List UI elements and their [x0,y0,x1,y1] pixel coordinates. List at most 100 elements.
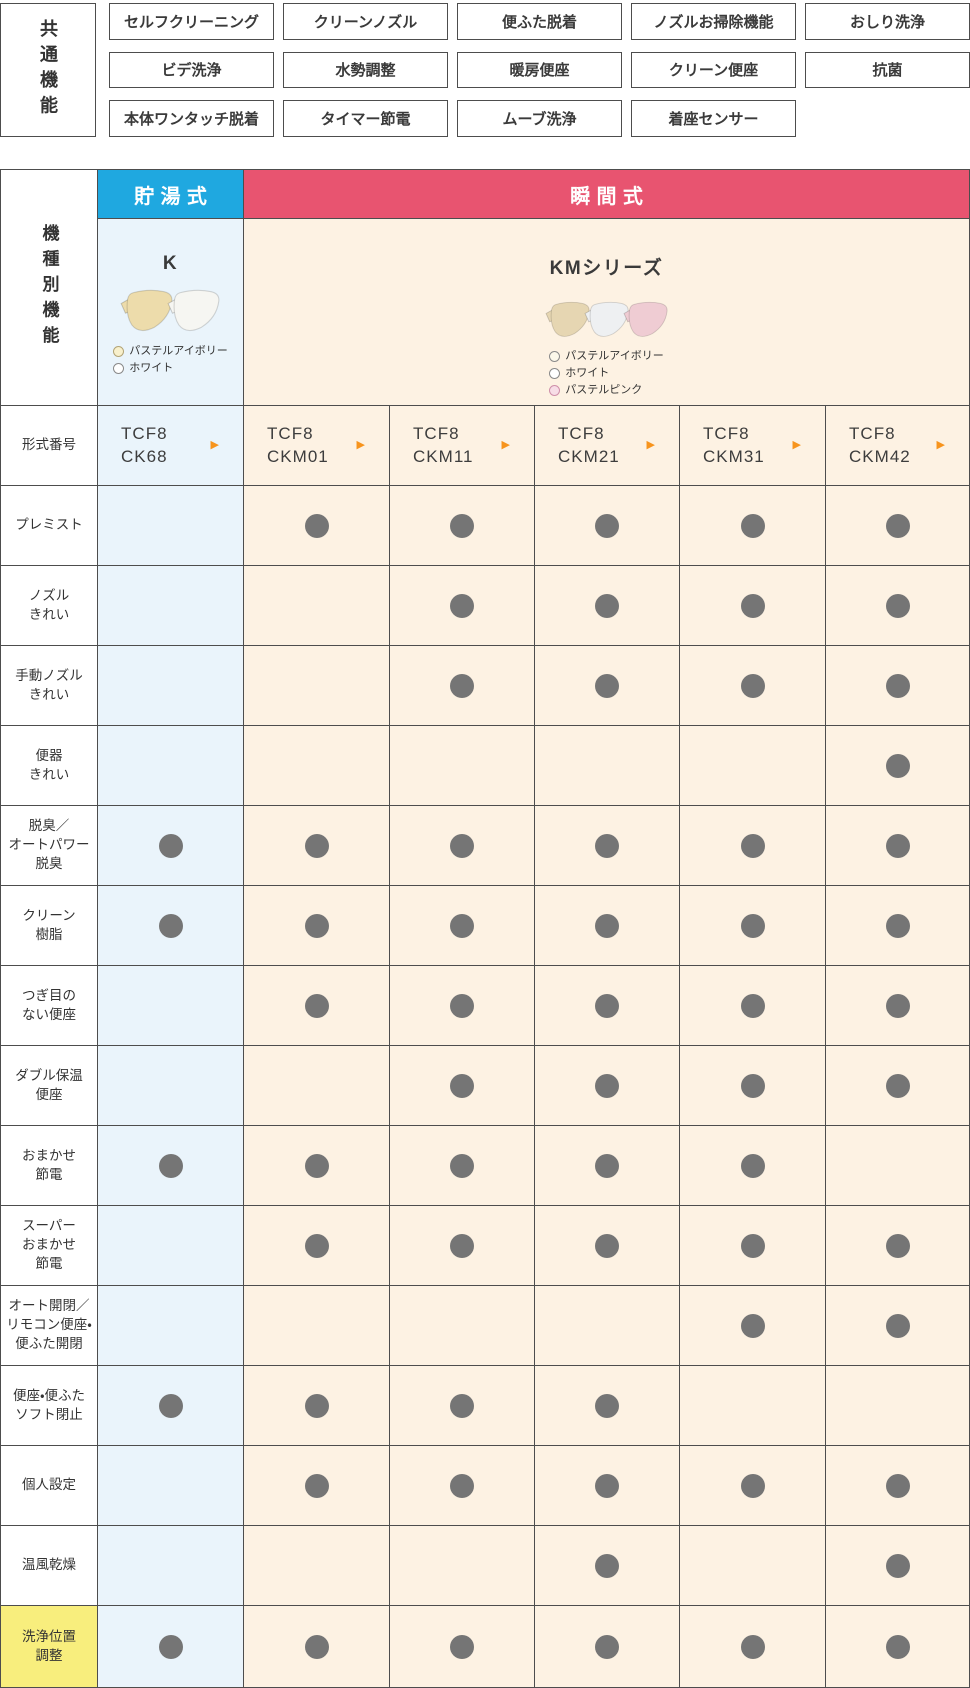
availability-dot [595,593,619,618]
feature-cell [244,1446,389,1525]
availability-dot [885,513,910,538]
common-feature-box: ノズルお掃除機能 [631,3,796,40]
feature-row-label: 個人設定 [1,1446,97,1525]
common-feature-box: 抗菌 [805,51,970,89]
series-name: K [162,253,179,274]
availability-dot [885,673,910,698]
feature-cell [244,486,389,565]
feature-cell [680,486,825,565]
availability-dot [740,913,765,938]
model-number-cell-ck68[interactable]: TCF8 CK68 ▶ [98,406,243,485]
common-feature-box: 着座センサー [631,100,796,137]
feature-cell [98,566,243,645]
color-swatch-icon [113,346,125,358]
color-options-legend: パステルアイボリー ホワイト [113,343,228,377]
model-number-cell-ckm31[interactable]: TCF8 CKM31 ▶ [680,406,825,485]
model-number-cell-ckm11[interactable]: TCF8 CKM11 ▶ [390,406,534,485]
arrow-right-icon: ▶ [936,439,945,451]
feature-cell [390,646,534,725]
feature-cell [390,1446,534,1525]
availability-dot [885,1473,910,1498]
availability-dot [304,513,329,538]
toilet-seat-icon [623,301,668,337]
availability-dot [450,1073,474,1098]
availability-dot [885,1233,910,1258]
feature-cell [826,886,969,965]
availability-dot [885,1073,910,1098]
series-name: KMシリーズ [549,258,664,279]
feature-cell [680,1606,825,1687]
availability-dot [885,1553,910,1578]
color-swatch-icon [113,363,125,375]
feature-row-label: 便器 きれい [1,726,97,805]
feature-cell [826,486,969,565]
feature-cell [680,566,825,645]
feature-cell [680,726,825,805]
feature-cell [826,646,969,725]
common-feature-box: ビデ洗浄 [109,51,274,89]
availability-dot [740,513,765,538]
toilet-seat-icon [167,289,220,331]
model-feature-table-section: 機種別機能 貯湯式 瞬間式 K パステルアイボリー ホワイト KMシリーズ パステ… [0,169,970,1688]
feature-cell [535,1366,679,1445]
product-seats-image [119,287,222,335]
availability-dot [740,1313,765,1338]
availability-dot [595,1473,619,1498]
model-number-cell-ckm21[interactable]: TCF8 CKM21 ▶ [535,406,679,485]
feature-cell [98,726,243,805]
availability-dot [304,833,329,858]
availability-dot [450,993,474,1018]
availability-dot [595,1153,619,1178]
arrow-right-icon: ▶ [356,439,365,451]
availability-dot [304,1473,329,1498]
feature-cell [390,726,534,805]
feature-cell [98,1046,243,1125]
feature-row-label: 便座・便ふた ソフト閉止 [1,1366,97,1445]
availability-dot [304,1393,329,1418]
feature-cell [244,886,389,965]
common-features-grid: セルフクリーニング クリーンノズル 便ふた脱着 ノズルお掃除機能 おしり洗浄 ビデ洗浄 水勢… [109,3,970,137]
feature-row-label: プレミスト [1,486,97,565]
feature-cell [98,1446,243,1525]
arrow-right-icon: ▶ [210,439,219,451]
feature-cell [680,966,825,1045]
availability-dot [595,1553,619,1578]
availability-dot [885,753,910,778]
availability-dot [304,913,329,938]
feature-cell [535,486,679,565]
feature-cell [680,646,825,725]
availability-dot [595,1634,619,1659]
availability-dot [595,913,619,938]
feature-cell [680,1206,825,1285]
feature-cell [535,1526,679,1605]
feature-cell [535,1126,679,1205]
availability-dot [450,833,474,858]
feature-cell [390,1526,534,1605]
model-number-cell-ckm01[interactable]: TCF8 CKM01 ▶ [244,406,389,485]
availability-dot [740,1233,765,1258]
color-options-legend: パステルアイボリー ホワイト パステルピンク [549,348,664,399]
availability-dot [595,1233,619,1258]
feature-cell [390,966,534,1045]
color-option-label: パステルアイボリー [565,350,664,362]
feature-cell [390,886,534,965]
color-option: パステルピンク [549,382,663,399]
feature-cell [535,966,679,1045]
common-feature-box: 便ふた脱着 [457,3,622,40]
common-feature-box: おしり洗浄 [805,3,970,40]
common-feature-box: クリーン便座 [631,51,796,89]
feature-cell [390,486,534,565]
model-number-cell-ckm42[interactable]: TCF8 CKM42 ▶ [826,406,969,485]
feature-cell [826,726,969,805]
feature-cell [390,1206,534,1285]
color-swatch-icon [549,351,561,363]
common-features-section: 共通機能 セルフクリーニング クリーンノズル 便ふた脱着 ノズルお掃除機能 おしり洗浄ビ… [0,3,970,137]
feature-cell [680,1366,825,1445]
feature-cell [535,1606,679,1687]
feature-cell [390,1286,534,1365]
feature-cell [244,1286,389,1365]
feature-cell [244,1366,389,1445]
feature-cell [390,1606,534,1687]
color-option-label: ホワイト [129,362,174,375]
toilet-seat-icon [545,301,590,337]
